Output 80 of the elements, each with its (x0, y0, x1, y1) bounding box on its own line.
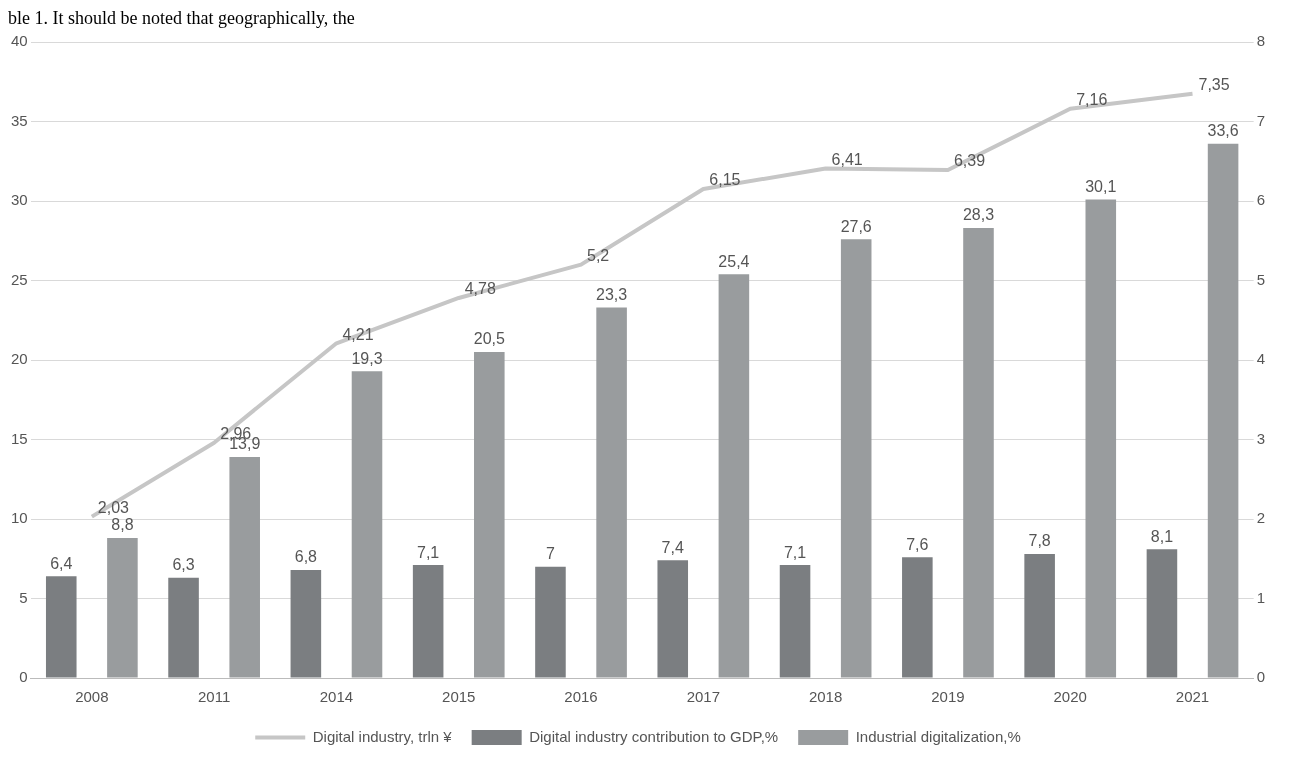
data-label: 8,8 (111, 516, 134, 534)
data-label: 2,03 (97, 499, 130, 517)
y-tick-label: 5 (19, 588, 28, 606)
y2-tick-label: 7 (1256, 111, 1265, 129)
y-tick-label: 20 (11, 350, 28, 368)
bar (718, 274, 750, 678)
data-label: 30,1 (1085, 177, 1117, 195)
data-label: 7,1 (783, 543, 807, 561)
data-label: 4,78 (464, 280, 496, 298)
y2-tick-label: 6 (1256, 191, 1265, 209)
y2-tick-label: 0 (1256, 668, 1265, 686)
y2-tick-label: 2 (1256, 509, 1265, 527)
data-label: 6,4 (50, 554, 73, 572)
bar (963, 228, 994, 678)
x-tick-label: 2014 (319, 688, 354, 706)
bar (1024, 553, 1055, 678)
data-label: 25,4 (718, 252, 750, 270)
y2-tick-label: 1 (1256, 588, 1265, 606)
bar (596, 307, 627, 678)
y-tick-label: 35 (11, 111, 28, 129)
bar (840, 239, 872, 678)
bar (229, 456, 260, 678)
data-label: 6,39 (953, 152, 986, 170)
data-label: 7,4 (661, 538, 684, 556)
x-tick-label: 2019 (931, 688, 965, 706)
bar (535, 566, 566, 678)
data-label: 6,8 (294, 548, 318, 566)
legend-label: Digital industry, trln ¥ (312, 727, 453, 745)
data-label: 7,6 (906, 535, 929, 553)
bar (351, 371, 383, 678)
bar (107, 538, 138, 678)
x-tick-label: 2015 (442, 688, 476, 706)
data-label: 7,35 (1198, 76, 1230, 94)
x-tick-label: 2017 (686, 688, 721, 706)
bar (657, 560, 689, 678)
data-label: 19,3 (351, 349, 383, 367)
bar (1085, 199, 1117, 678)
data-label: 28,3 (962, 206, 995, 224)
x-tick-label: 2016 (564, 688, 598, 706)
bar (1146, 549, 1178, 678)
y-tick-label: 30 (11, 191, 28, 209)
x-tick-label: 2020 (1053, 688, 1087, 706)
data-label: 7,1 (417, 543, 440, 561)
data-label: 6,3 (172, 556, 195, 574)
bar (168, 577, 199, 678)
data-label: 7,16 (1076, 91, 1108, 109)
x-tick-label: 2021 (1175, 688, 1210, 706)
y-tick-label: 40 (11, 32, 28, 50)
y-tick-label: 25 (11, 270, 28, 288)
bar (902, 557, 933, 678)
data-label: 6,15 (709, 171, 741, 189)
data-label: 7,8 (1028, 532, 1051, 550)
data-label: 20,5 (473, 330, 505, 348)
y-tick-label: 15 (11, 429, 28, 447)
bar (1207, 143, 1239, 678)
y-tick-label: 10 (11, 509, 28, 527)
x-tick-label: 2018 (808, 688, 843, 706)
data-label: 8,1 (1150, 527, 1174, 545)
bar (779, 565, 811, 678)
bar (412, 565, 444, 678)
bar (45, 576, 77, 678)
y2-tick-label: 4 (1256, 350, 1265, 368)
legend-label: Digital industry contribution to GDP,% (529, 727, 779, 745)
data-label: 33,6 (1207, 122, 1239, 140)
data-label: 23,3 (596, 285, 628, 303)
legend-label: Industrial digitalization,% (855, 727, 1021, 745)
y2-tick-label: 5 (1256, 270, 1265, 288)
y-tick-label: 0 (19, 668, 28, 686)
data-label: 7 (546, 545, 555, 563)
data-label: 6,41 (831, 150, 863, 168)
data-label: 4,21 (342, 325, 374, 343)
x-tick-label: 2008 (75, 688, 109, 706)
x-tick-label: 2011 (198, 688, 231, 706)
bar (474, 352, 505, 678)
text: ble 1. It should be noted that geographically, the (8, 8, 356, 30)
data-label: 5,2 (587, 247, 610, 265)
data-label: 27,6 (840, 217, 872, 235)
bar (290, 569, 322, 678)
y2-tick-label: 3 (1256, 429, 1265, 447)
y2-tick-label: 8 (1256, 32, 1265, 50)
